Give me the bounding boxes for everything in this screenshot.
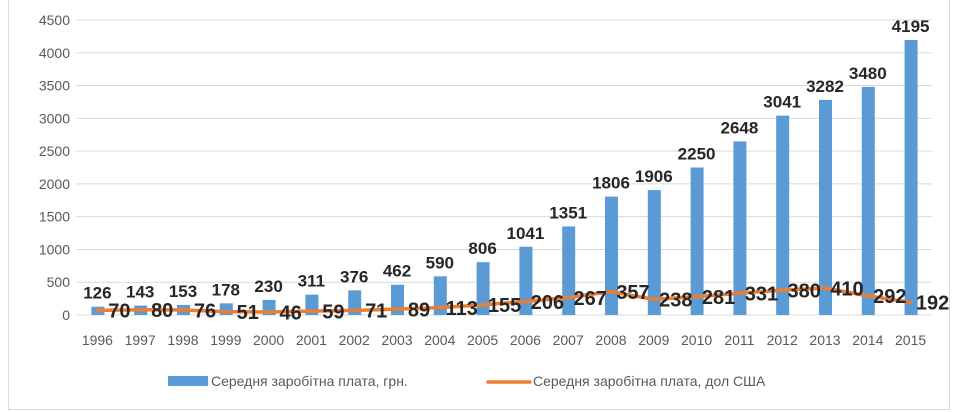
x-tick-label: 1998: [167, 332, 198, 348]
x-tick-label: 2003: [381, 332, 412, 348]
line-data-label: 51: [237, 302, 259, 324]
legend-label-bar: Середня заробітна плата, грн.: [211, 373, 408, 389]
x-tick-label: 1997: [125, 332, 156, 348]
line-data-label: 380: [788, 280, 821, 302]
line-data-label: 76: [194, 300, 216, 322]
x-tick-label: 1996: [82, 332, 113, 348]
x-tick-label: 2007: [553, 332, 584, 348]
bar: [433, 276, 447, 315]
bar: [605, 196, 618, 315]
line-data-label: 292: [873, 286, 906, 308]
x-tick-label: 2014: [852, 332, 883, 348]
bar: [690, 167, 704, 315]
bar-data-label: 3282: [806, 77, 844, 96]
bar-data-label: 3480: [849, 64, 887, 83]
line-data-label: 281: [702, 287, 735, 309]
y-tick-label: 2000: [39, 176, 70, 192]
y-tick-label: 3000: [39, 110, 70, 126]
chart-frame: [8, 0, 950, 410]
line-data-label: 80: [151, 300, 173, 322]
bar: [647, 190, 661, 315]
y-tick-label: 1500: [39, 209, 70, 225]
line-data-label: 206: [531, 292, 564, 314]
x-tick-label: 2001: [296, 332, 327, 348]
x-tick-label: 1999: [210, 332, 241, 348]
bar-data-label: 153: [169, 282, 197, 301]
line-data-label: 267: [574, 288, 607, 310]
bar-data-label: 1806: [592, 174, 630, 193]
bar-data-label: 462: [383, 262, 411, 281]
y-tick-label: 500: [47, 274, 71, 290]
bar-data-label: 1041: [506, 224, 544, 243]
bar-data-label: 1906: [635, 167, 673, 186]
line-data-label: 71: [365, 301, 387, 323]
line-data-label: 46: [279, 302, 301, 324]
bar: [776, 115, 790, 315]
x-tick-label: 2008: [595, 332, 626, 348]
bar: [562, 226, 576, 315]
line-data-label: 155: [488, 295, 521, 317]
line-data-label: 113: [446, 298, 478, 320]
bar: [519, 246, 533, 315]
bar-data-label: 126: [83, 284, 111, 303]
y-tick-label: 0: [62, 307, 70, 323]
y-tick-label: 2500: [39, 143, 70, 159]
line-data-label: 357: [616, 282, 649, 304]
y-tick-label: 4500: [39, 12, 70, 28]
x-tick-label: 2010: [681, 332, 712, 348]
bar-data-label: 143: [126, 283, 154, 302]
bar-data-label: 2250: [678, 145, 716, 164]
y-tick-label: 4000: [39, 45, 70, 61]
bar-data-label: 3041: [763, 93, 801, 112]
bar: [904, 39, 918, 315]
x-tick-label: 2011: [724, 332, 754, 348]
line-data-label: 70: [108, 301, 130, 323]
bar-data-label: 590: [426, 253, 454, 272]
y-tick-label: 3500: [39, 78, 70, 94]
x-tick-label: 2006: [510, 332, 541, 348]
bar: [861, 86, 875, 315]
x-tick-label: 2005: [467, 332, 498, 348]
legend-label-line: Середня заробітна плата, дол США: [533, 373, 766, 389]
bar-data-label: 311: [298, 272, 325, 291]
line-data-label: 331: [745, 284, 778, 306]
line-data-label: 89: [408, 299, 430, 321]
bar-data-label: 178: [212, 280, 240, 299]
line-data-label: 192: [916, 293, 949, 315]
bar-data-label: 376: [340, 267, 368, 286]
bar-data-label: 806: [468, 239, 496, 258]
line-data-label: 410: [830, 278, 863, 300]
bar: [733, 141, 747, 315]
x-tick-label: 2009: [638, 332, 669, 348]
line-data-label: 59: [322, 301, 344, 323]
bar-data-label: 1351: [549, 203, 587, 222]
bar-data-label: 2648: [720, 118, 758, 137]
x-tick-label: 2000: [253, 332, 284, 348]
x-tick-label: 2015: [895, 332, 926, 348]
line-series: [95, 286, 913, 314]
x-tick-label: 2012: [767, 332, 798, 348]
y-tick-label: 1000: [39, 241, 70, 257]
bar-data-label: 4195: [892, 17, 930, 36]
x-tick-label: 2013: [809, 332, 840, 348]
x-tick-label: 2004: [424, 332, 455, 348]
line-data-label: 238: [659, 290, 692, 312]
bar-data-label: 230: [254, 277, 282, 296]
bar: [219, 303, 233, 315]
legend-swatch-bar: [168, 376, 208, 386]
bar: [476, 262, 490, 315]
bar: [819, 99, 832, 315]
x-tick-label: 2002: [339, 332, 370, 348]
